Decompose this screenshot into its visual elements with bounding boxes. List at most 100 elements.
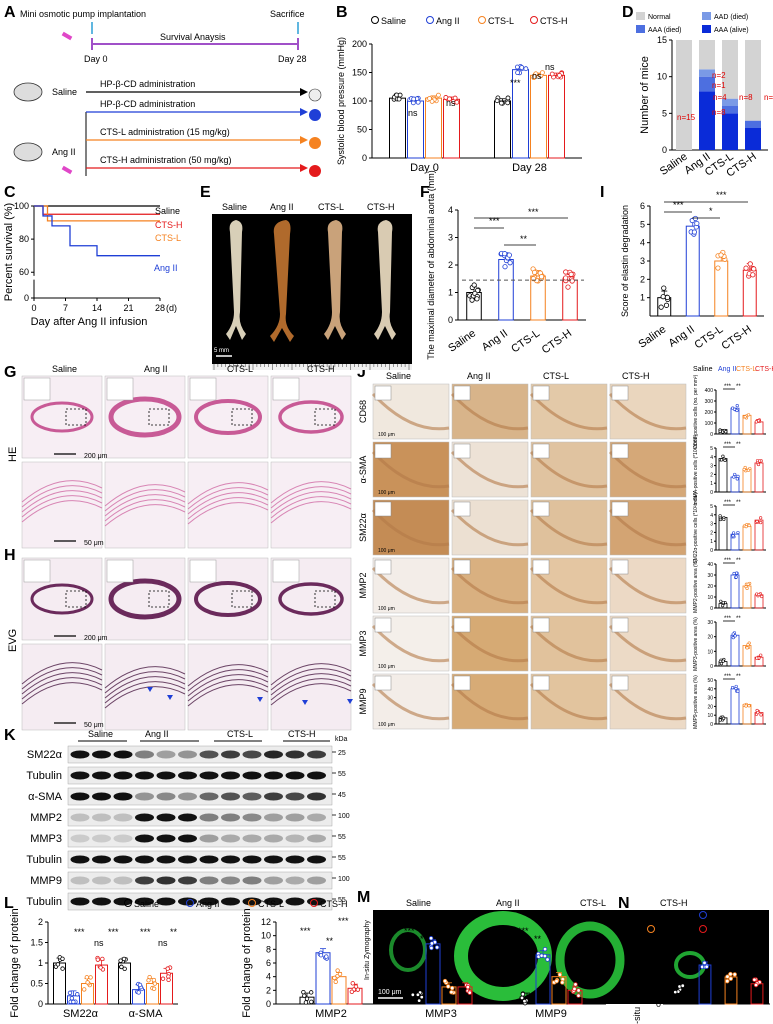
data-point bbox=[498, 100, 504, 106]
vessel-wall bbox=[608, 508, 687, 547]
panel-a-design: Mini osmotic pump implantation Sacrifice… bbox=[13, 9, 322, 177]
data-point bbox=[744, 524, 748, 529]
y-tick-label: 6 bbox=[640, 201, 645, 211]
data-point bbox=[427, 96, 432, 101]
blot-band bbox=[264, 750, 283, 759]
mouse-icon-end-angii bbox=[309, 109, 321, 121]
elastin-layer bbox=[21, 485, 103, 508]
data-point bbox=[502, 264, 508, 270]
blot-band bbox=[135, 771, 154, 780]
y-tick-label: 0 bbox=[448, 315, 453, 325]
blot-band bbox=[221, 834, 240, 843]
zoom-box bbox=[148, 590, 170, 608]
y-tick-label: 200 bbox=[705, 410, 714, 416]
data-point bbox=[563, 275, 569, 281]
data-point bbox=[702, 960, 707, 966]
y-axis-label: The maximal diameter of abdominal aorta … bbox=[426, 170, 436, 360]
day28-label: Day 28 bbox=[278, 54, 307, 64]
data-point bbox=[429, 945, 434, 951]
data-point bbox=[75, 992, 80, 997]
x-tick-label: 21 bbox=[123, 303, 133, 313]
category-label: Saline bbox=[446, 327, 478, 354]
y-tick-label: 0 bbox=[710, 722, 713, 728]
y-tick-label: 2 bbox=[710, 530, 713, 536]
y-tick-label: 50 bbox=[707, 678, 713, 684]
j-legend-saline: Saline bbox=[693, 366, 713, 373]
data-point bbox=[415, 992, 421, 997]
blot-band bbox=[70, 750, 90, 759]
y-tick-label: 300 bbox=[705, 399, 714, 405]
blot-band bbox=[307, 876, 326, 885]
data-point bbox=[723, 458, 727, 462]
y-tick-label: 8 bbox=[266, 944, 271, 954]
data-point bbox=[719, 662, 724, 666]
data-point bbox=[732, 407, 737, 411]
sacrifice-label: Sacrifice bbox=[270, 9, 305, 19]
ns-label: ns bbox=[158, 938, 168, 948]
inset-thumbnail bbox=[272, 559, 300, 583]
k-kda-label: kDa bbox=[335, 736, 348, 743]
j-legend-ctsh: CTS-H bbox=[755, 366, 773, 373]
data-point bbox=[410, 100, 416, 106]
data-point bbox=[98, 965, 103, 970]
data-point bbox=[465, 984, 471, 990]
blot-band bbox=[135, 876, 154, 885]
data-point bbox=[576, 988, 581, 993]
bar bbox=[494, 100, 511, 159]
blot-band bbox=[221, 876, 240, 885]
d-count-angii-aad: n=2 bbox=[712, 71, 726, 80]
data-point bbox=[302, 993, 307, 998]
y-tick-label: 3 bbox=[640, 256, 645, 266]
row-angii-hpbcd: HP-β-CD administration bbox=[100, 99, 195, 109]
elastin-layer bbox=[104, 681, 186, 704]
blot-band bbox=[113, 792, 133, 801]
legend-n-saline: Saline bbox=[657, 911, 682, 921]
data-point bbox=[746, 582, 750, 586]
x-axis-label: Day after Ang II infusion bbox=[31, 316, 148, 328]
data-point bbox=[746, 413, 751, 417]
data-point bbox=[658, 304, 664, 310]
j-legend-angii: Ang II bbox=[718, 366, 736, 373]
m-label-ctsh: CTS-H bbox=[660, 898, 688, 908]
data-point bbox=[758, 459, 762, 463]
legend-b-ctsh: CTS-H bbox=[540, 16, 568, 26]
k-label-ctsh: CTS-H bbox=[288, 729, 316, 739]
vessel-wall bbox=[529, 566, 608, 605]
histology-tile bbox=[21, 643, 103, 731]
data-point bbox=[119, 964, 124, 970]
data-point bbox=[505, 100, 511, 106]
data-point bbox=[443, 95, 449, 100]
mouse-icon-end-ctsl bbox=[309, 137, 321, 149]
break-arrow-icon bbox=[347, 699, 353, 704]
data-point bbox=[100, 956, 105, 962]
data-point bbox=[121, 956, 127, 962]
d-count-ctsl-normal: n=8 bbox=[739, 93, 753, 102]
data-point bbox=[85, 980, 90, 985]
stacked-bar bbox=[745, 40, 761, 121]
elastin-layer bbox=[187, 482, 269, 505]
blot-band bbox=[113, 876, 133, 885]
bar bbox=[548, 74, 565, 159]
inset-thumbnail bbox=[611, 385, 629, 401]
vessel-wall bbox=[371, 392, 450, 431]
bar bbox=[730, 533, 740, 551]
break-arrow-icon bbox=[257, 697, 263, 702]
sig-label: *** bbox=[108, 927, 119, 937]
blot-band bbox=[135, 792, 154, 801]
y-tick-label: 5 bbox=[662, 108, 667, 118]
data-point bbox=[151, 977, 157, 983]
data-point bbox=[519, 995, 525, 1001]
stacked-bar bbox=[699, 91, 715, 150]
vessel-cross-section bbox=[278, 400, 344, 434]
sig-label: *** bbox=[140, 927, 151, 937]
blot-band bbox=[156, 771, 176, 780]
zoom-box bbox=[231, 408, 253, 426]
category-label: CTS-H bbox=[720, 323, 754, 352]
bar bbox=[730, 634, 740, 667]
ihc-scale-label: 100 μm bbox=[378, 722, 395, 728]
y-axis-label: CD68-positive cells (no. per mm²) bbox=[693, 374, 699, 449]
blot-band bbox=[156, 792, 176, 801]
y-axis-label: SM22α-positive cells (*10²/mm²) bbox=[693, 492, 699, 564]
y-tick-label: 1.5 bbox=[30, 938, 43, 948]
